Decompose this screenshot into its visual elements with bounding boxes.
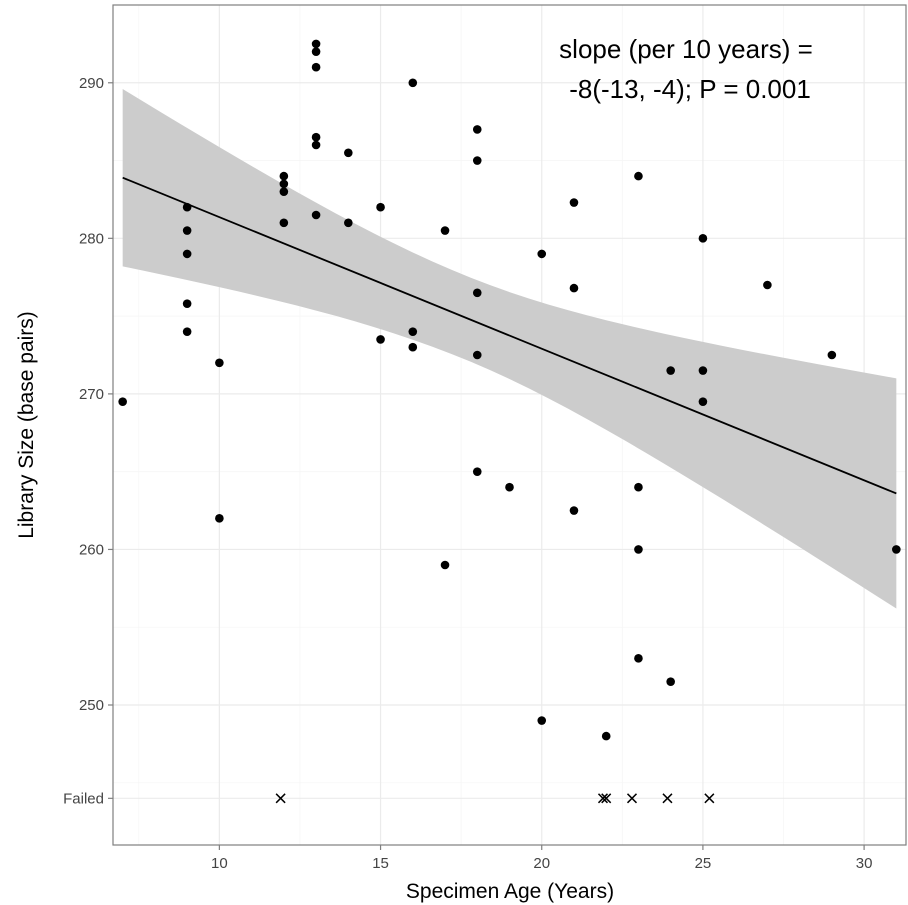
data-point (601, 731, 611, 741)
data-point (698, 366, 708, 375)
data-point (537, 249, 547, 259)
data-point (634, 654, 643, 663)
data-point (182, 202, 192, 212)
failed-marker (597, 793, 609, 804)
y-axis-title: Library Size (base pairs) (15, 311, 38, 539)
data-point (666, 677, 675, 686)
failed-marker (704, 793, 715, 804)
data-point (763, 280, 772, 290)
plot-panel-border (112, 4, 907, 846)
x-tick-label: 10 (211, 855, 228, 872)
annotation-line-2: -8(-13, -4); P = 0.001 (569, 74, 811, 104)
failed-marker (662, 793, 673, 804)
data-point (569, 506, 579, 515)
data-point (569, 198, 579, 207)
data-point (634, 545, 643, 554)
data-point (505, 482, 514, 492)
data-point (279, 171, 289, 181)
x-tick-label: 15 (372, 855, 389, 872)
data-point (472, 125, 482, 134)
data-point (472, 350, 482, 360)
failed-markers-group (275, 793, 715, 804)
x-tick-label: 30 (856, 855, 873, 872)
data-point (634, 482, 643, 492)
data-point (376, 202, 385, 212)
data-point (827, 350, 837, 360)
data-point (698, 397, 708, 406)
data-point (279, 218, 289, 228)
y-tick-label: 250 (79, 697, 104, 714)
data-point (279, 187, 289, 196)
x-tick-label: 20 (533, 855, 550, 872)
x-tick-label: 25 (695, 855, 712, 872)
failed-marker (275, 793, 286, 804)
data-point (182, 299, 192, 308)
data-point (279, 179, 289, 189)
data-point (472, 156, 482, 165)
data-point (666, 366, 675, 375)
data-point (182, 226, 192, 235)
regression-line-group (122, 176, 897, 495)
data-point (311, 132, 321, 142)
data-point (311, 210, 321, 220)
axis-ticks-group: 10 15 20 25 30 250 260 270 280 290 Failed (63, 75, 872, 872)
data-point (311, 47, 321, 56)
x-axis-title: Specimen Age (Years) (406, 880, 614, 903)
y-tick-label: 260 (79, 541, 104, 558)
failed-marker (626, 793, 638, 804)
data-point (569, 283, 579, 293)
data-point (634, 171, 643, 181)
data-point (376, 335, 385, 344)
data-point (215, 514, 224, 523)
data-point (344, 148, 353, 158)
data-point (472, 467, 482, 476)
failed-marker (601, 793, 612, 804)
y-tick-label: 270 (79, 386, 104, 403)
data-point (537, 716, 547, 725)
data-point (698, 234, 708, 243)
data-point (408, 78, 418, 88)
data-points-group (118, 39, 901, 741)
data-point (311, 62, 321, 72)
annotation-line-1: slope (per 10 years) = (559, 34, 813, 64)
data-point (344, 218, 353, 228)
data-point (182, 249, 192, 259)
data-point (408, 342, 418, 352)
data-point (311, 140, 321, 150)
data-point (440, 226, 450, 235)
y-tick-label: 290 (79, 75, 104, 92)
annotation: slope (per 10 years) = -8(-13, -4); P = … (559, 34, 813, 104)
data-point (215, 358, 224, 368)
data-point (311, 39, 321, 49)
data-point (472, 288, 482, 298)
y-tick-label-failed: Failed (63, 790, 104, 807)
data-point (408, 327, 418, 336)
regression-line (122, 176, 897, 495)
data-point (182, 327, 192, 336)
data-point (440, 560, 450, 570)
data-point (118, 397, 127, 406)
data-point (892, 545, 901, 554)
y-tick-label: 280 (79, 230, 104, 247)
